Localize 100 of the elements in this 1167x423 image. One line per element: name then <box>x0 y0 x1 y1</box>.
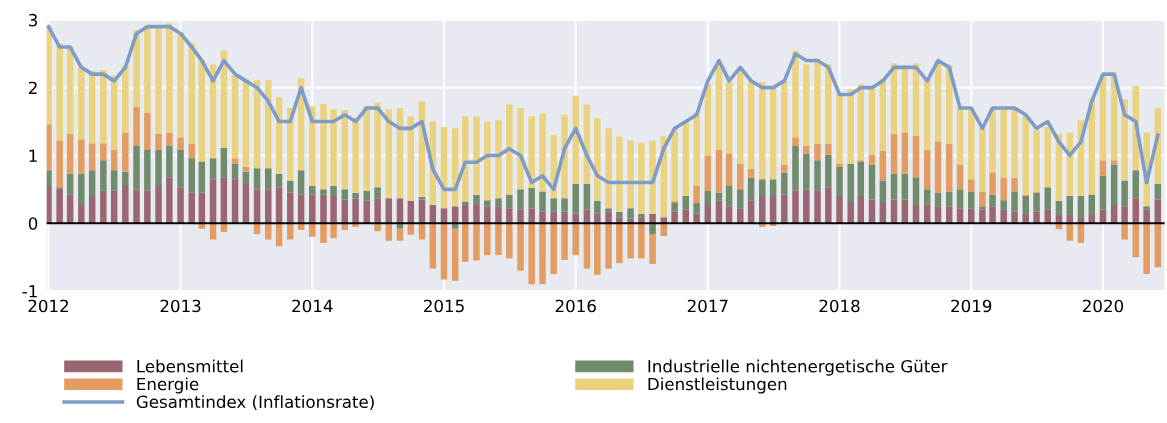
bar <box>495 198 502 207</box>
bar <box>320 223 327 243</box>
bar <box>561 223 568 260</box>
bar <box>287 223 294 240</box>
bar <box>616 223 623 264</box>
bar <box>1110 164 1118 205</box>
bar <box>462 201 469 205</box>
bar <box>759 196 766 224</box>
bar <box>320 194 327 224</box>
bar <box>320 103 327 190</box>
bar <box>1022 196 1029 216</box>
bar <box>956 189 964 209</box>
bar <box>122 132 129 172</box>
bar <box>122 185 129 224</box>
bar <box>868 164 876 200</box>
bar <box>616 136 623 212</box>
bar <box>473 204 480 224</box>
bar <box>1044 187 1051 210</box>
bar <box>627 208 634 219</box>
bar <box>506 223 513 259</box>
bar <box>825 187 832 224</box>
bar <box>781 164 788 173</box>
bar <box>144 24 151 113</box>
bar <box>725 82 733 154</box>
bar <box>725 153 733 186</box>
bar <box>155 185 162 224</box>
bar <box>605 128 612 209</box>
bar <box>781 80 788 165</box>
bar <box>857 161 865 197</box>
bar <box>110 170 118 191</box>
bar <box>242 171 250 184</box>
bar <box>440 223 448 280</box>
bar <box>1033 211 1040 224</box>
bar <box>989 172 996 195</box>
bar <box>1011 177 1018 192</box>
bar <box>825 154 832 188</box>
bar <box>605 208 612 212</box>
bar <box>1000 108 1007 178</box>
bar <box>1121 223 1128 240</box>
bar <box>1044 126 1051 188</box>
y-tick-label: 0 <box>28 217 38 230</box>
bar <box>46 185 52 224</box>
bar <box>352 198 359 224</box>
bar <box>462 204 469 224</box>
bar <box>1143 206 1150 210</box>
y-tick-label: 2 <box>28 81 37 94</box>
bar <box>265 189 272 224</box>
bar <box>747 169 755 178</box>
bar <box>100 160 107 191</box>
bar <box>309 223 316 237</box>
bar <box>649 213 656 224</box>
bar <box>1088 194 1096 216</box>
bar <box>638 213 645 218</box>
bar <box>1132 223 1140 258</box>
bar <box>583 183 591 210</box>
bar <box>418 223 426 240</box>
bar <box>747 80 755 170</box>
bar <box>792 190 799 224</box>
bar <box>374 198 381 224</box>
bar <box>836 196 843 224</box>
bar <box>792 50 799 138</box>
bar <box>715 150 723 193</box>
bar <box>287 192 294 224</box>
bar <box>166 177 173 224</box>
bar <box>506 104 513 195</box>
bar <box>528 116 535 188</box>
bar <box>122 171 129 186</box>
bar <box>198 161 206 193</box>
bar <box>1022 116 1029 195</box>
bar <box>671 202 678 212</box>
bar <box>868 88 876 155</box>
bar <box>561 211 568 224</box>
bar <box>934 141 942 193</box>
bar <box>231 75 239 159</box>
bar <box>967 191 975 209</box>
bar <box>209 223 217 240</box>
bar <box>462 116 469 202</box>
bar <box>88 170 96 197</box>
bar <box>110 150 118 171</box>
bar <box>517 209 524 224</box>
y-tick-label: 3 <box>29 13 38 27</box>
bar <box>979 191 986 207</box>
bar <box>814 143 821 161</box>
bar <box>352 192 359 199</box>
bar <box>166 145 173 178</box>
bar <box>133 145 140 190</box>
bar <box>56 140 63 188</box>
bar <box>901 173 909 200</box>
bar <box>484 223 491 256</box>
bar <box>693 202 700 214</box>
bar <box>155 133 162 151</box>
bar <box>1154 183 1162 200</box>
bar <box>231 158 239 164</box>
bar <box>792 137 799 146</box>
bar <box>572 223 579 256</box>
bar <box>287 108 294 181</box>
bar <box>967 179 975 192</box>
bar <box>253 168 261 190</box>
bar <box>418 196 426 200</box>
x-tick-label: 2019 <box>951 299 992 313</box>
